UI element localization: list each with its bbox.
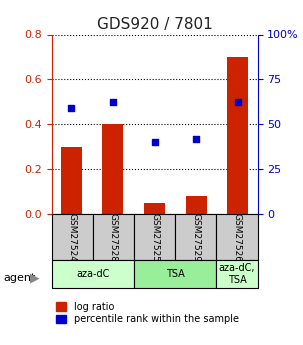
Point bbox=[69, 105, 74, 111]
Bar bbox=[144, 203, 165, 214]
Text: GSM27528: GSM27528 bbox=[109, 213, 118, 262]
Bar bbox=[102, 124, 123, 214]
Text: aza-dC: aza-dC bbox=[76, 269, 109, 279]
Point bbox=[111, 99, 115, 105]
Text: agent: agent bbox=[3, 273, 35, 283]
Bar bbox=[186, 196, 207, 214]
FancyBboxPatch shape bbox=[134, 214, 175, 260]
Point bbox=[235, 99, 240, 105]
Legend: log ratio, percentile rank within the sample: log ratio, percentile rank within the sa… bbox=[56, 302, 239, 325]
FancyBboxPatch shape bbox=[134, 260, 216, 288]
Bar bbox=[61, 147, 82, 214]
Title: GDS920 / 7801: GDS920 / 7801 bbox=[97, 17, 212, 32]
FancyBboxPatch shape bbox=[216, 260, 258, 288]
FancyBboxPatch shape bbox=[93, 214, 134, 260]
Text: aza-dC,
TSA: aza-dC, TSA bbox=[219, 264, 255, 285]
Text: GSM27525: GSM27525 bbox=[150, 213, 159, 262]
FancyBboxPatch shape bbox=[52, 260, 134, 288]
Text: GSM27529: GSM27529 bbox=[191, 213, 200, 262]
Point bbox=[194, 137, 198, 142]
Text: TSA: TSA bbox=[166, 269, 185, 279]
Text: ▶: ▶ bbox=[30, 271, 40, 284]
FancyBboxPatch shape bbox=[52, 214, 93, 260]
Bar bbox=[227, 57, 248, 214]
Text: GSM27524: GSM27524 bbox=[68, 213, 77, 262]
Text: GSM27526: GSM27526 bbox=[232, 213, 241, 262]
FancyBboxPatch shape bbox=[175, 214, 216, 260]
FancyBboxPatch shape bbox=[216, 214, 258, 260]
Point bbox=[152, 139, 157, 145]
